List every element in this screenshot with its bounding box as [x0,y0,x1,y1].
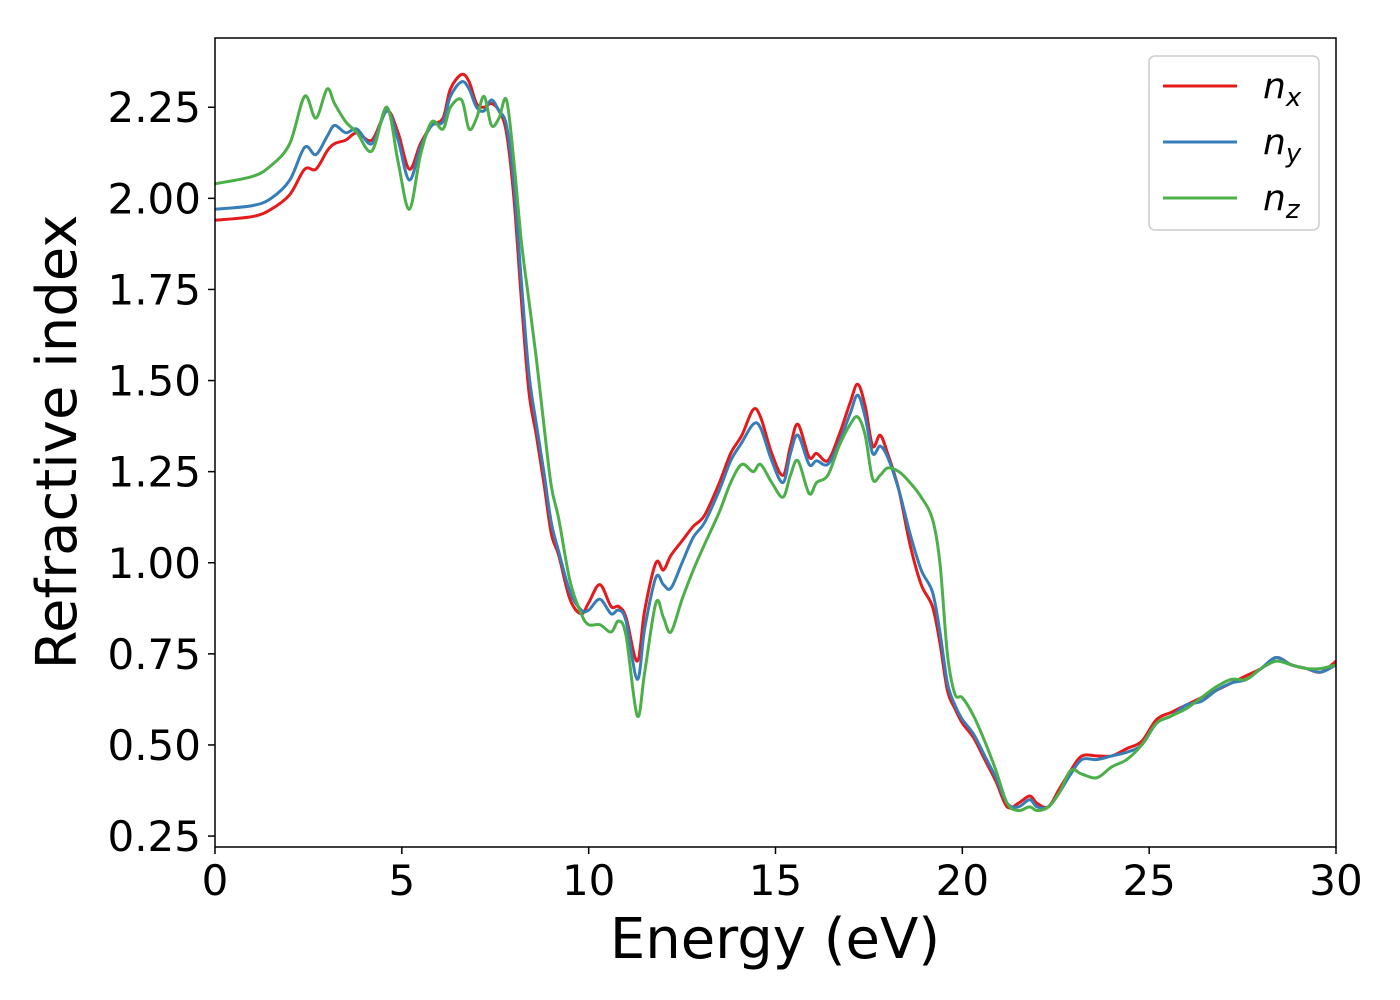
y-axis-ticks: 0.25 0.50 0.75 1.00 1.25 1.50 1.75 2.00 2.25 [107,83,215,861]
series-line-z [215,87,1336,813]
y-tick-label: 1.50 [107,357,201,406]
x-tick-label: 25 [1122,856,1175,905]
series-line-x [215,72,1336,810]
x-tick-label: 0 [202,856,229,905]
y-tick-label: 0.50 [107,721,201,770]
y-tick-label: 1.75 [107,265,201,314]
legend-label-y: ny [1263,122,1302,169]
legend-label-x: nx [1263,66,1302,113]
x-tick-label: 20 [936,856,989,905]
x-axis-label: Energy (eV) [610,907,940,972]
series-line-y [215,80,1336,810]
y-tick-label: 2.00 [107,174,201,223]
series-layer [215,72,1336,813]
y-tick-label: 1.00 [107,539,201,588]
x-tick-label: 30 [1309,856,1362,905]
x-axis-ticks: 0 5 10 15 20 25 30 [202,847,1363,905]
y-tick-label: 2.25 [107,83,201,132]
y-tick-label: 0.75 [107,630,201,679]
legend: nx ny nz [1148,55,1320,231]
x-tick-label: 5 [388,856,415,905]
y-axis-label: Refractive index [25,215,90,670]
y-tick-label: 1.25 [107,448,201,497]
legend-label-z: nz [1263,178,1301,225]
x-tick-label: 15 [749,856,802,905]
x-tick-label: 10 [562,856,615,905]
y-tick-label: 0.25 [107,812,201,861]
